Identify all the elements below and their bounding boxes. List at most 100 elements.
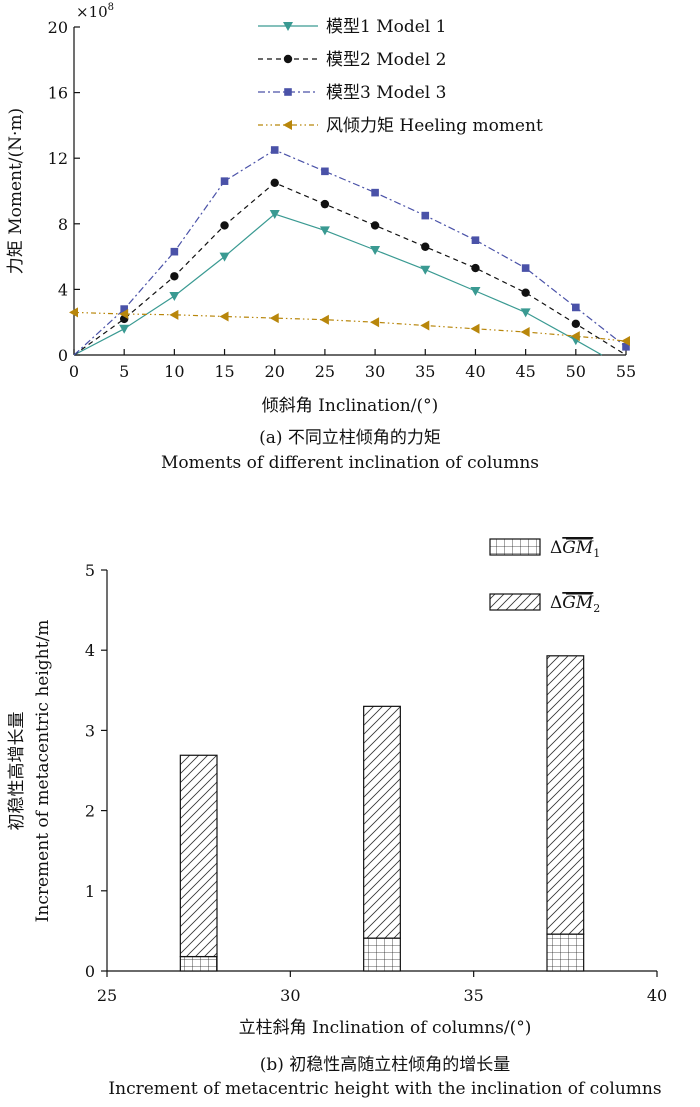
- series-2-point: [270, 178, 279, 187]
- series-4-point: [69, 307, 78, 318]
- legend-label: 风倾力矩 Heeling moment: [326, 116, 543, 136]
- y-axis-label-b-en: Increment of metacentric height/m: [33, 620, 53, 923]
- bar-gm1: [363, 937, 401, 972]
- y-tick-label: 2: [85, 802, 95, 821]
- bar-gm1: [546, 933, 585, 972]
- legend-label: 模型1 Model 1: [326, 17, 446, 37]
- moment-legend: 模型1 Model 1 模型2 Model 2 模型3 Model 3 风倾力矩 He…: [258, 17, 543, 136]
- x-tick-label: 30: [365, 362, 385, 381]
- series-1-point: [119, 324, 130, 334]
- series-1-point: [420, 265, 431, 275]
- legend-marker: [283, 22, 293, 31]
- legend-label: 模型2 Model 2: [326, 50, 446, 70]
- series-1-point: [319, 226, 330, 236]
- y-tick-label: 12: [48, 149, 68, 168]
- bar-gm2: [546, 655, 585, 935]
- series-3-point: [371, 188, 379, 197]
- series-4-point: [319, 314, 329, 325]
- x-axis-label: 倾斜角 Inclination/(°): [262, 396, 439, 416]
- series-2-point: [421, 242, 430, 251]
- x-tick-label: 5: [119, 362, 129, 381]
- series-4-point: [119, 309, 129, 319]
- series-3-point: [622, 343, 630, 351]
- legend-label: 模型3 Model 3: [326, 83, 446, 103]
- series-2-point: [370, 221, 380, 230]
- metacentric-chart: 0 1 2 3 4 5 25 30 35 40 ΔGM1 ΔGM2 立柱斜角 Inclinatio…: [7, 538, 667, 1099]
- series-1-point: [370, 246, 381, 256]
- series-3-point: [120, 305, 128, 313]
- metacentric-legend: ΔGM1 ΔGM2: [489, 538, 600, 615]
- x-tick-label: 40: [465, 362, 485, 381]
- x-tick-label: 15: [214, 362, 234, 381]
- legend-swatch: [489, 538, 541, 556]
- series-3-point: [220, 177, 229, 185]
- series-3-point: [572, 303, 580, 312]
- series-line-3: [73, 149, 627, 356]
- caption-b-en: Increment of metacentric height with the…: [108, 1079, 661, 1099]
- y-multiplier-label: ×108: [76, 2, 114, 21]
- series-3-point: [321, 167, 329, 176]
- series-2-point: [170, 272, 179, 281]
- x-tick-label: 25: [315, 362, 335, 381]
- x-tick-label: 30: [280, 986, 300, 1005]
- series-2-point: [571, 319, 581, 329]
- series-1-point: [219, 252, 230, 262]
- x-tick-label: 35: [415, 362, 435, 381]
- series-3-point: [521, 264, 530, 272]
- x-tick-label: 50: [566, 362, 586, 381]
- x-tick-label: 40: [647, 986, 667, 1005]
- y-axis-label-b-zh: 初稳性高增长量: [7, 712, 27, 831]
- x-tick-label: 35: [463, 986, 483, 1005]
- y-tick-label: 4: [58, 280, 68, 299]
- x-tick-label: 55: [616, 362, 636, 381]
- series-4-point: [370, 317, 380, 328]
- series-4-point: [621, 336, 630, 347]
- series-2-point: [521, 288, 530, 297]
- series-2-point: [471, 263, 480, 273]
- series-1-point: [470, 287, 481, 297]
- x-axis-label-b: 立柱斜角 Inclination of columns/(°): [239, 1018, 532, 1038]
- series-3-point: [170, 247, 179, 256]
- series-4-point: [470, 323, 480, 334]
- caption-a-zh: (a) 不同立柱倾角的力矩: [259, 428, 441, 448]
- y-tick-label: 5: [85, 561, 95, 580]
- series-3-point: [270, 146, 279, 154]
- series-4-point: [269, 313, 279, 324]
- caption-a-en: Moments of different inclination of colu…: [161, 453, 539, 473]
- x-tick-label: 0: [69, 362, 79, 381]
- series-line-1: [73, 213, 603, 356]
- series-4-point: [420, 320, 430, 331]
- series-2-point: [320, 199, 330, 209]
- series-2-point: [220, 221, 229, 230]
- y-tick-label: 20: [48, 18, 68, 37]
- legend-swatch: [489, 593, 541, 611]
- x-tick-label: 10: [164, 362, 184, 381]
- y-tick-label: 3: [85, 721, 95, 740]
- legend-marker: [283, 54, 293, 64]
- bar-gm2: [179, 754, 218, 958]
- series-1-point: [269, 209, 280, 219]
- legend-marker: [284, 88, 292, 96]
- y-tick-label: 0: [58, 346, 68, 365]
- bar-gm1: [179, 955, 218, 972]
- legend-label: ΔGM2: [550, 593, 600, 615]
- caption-b-zh: (b) 初稳性高随立柱倾角的增长量: [260, 1055, 511, 1075]
- series-1-point: [169, 291, 180, 301]
- series-1-point: [520, 308, 531, 318]
- series-4-point: [219, 311, 229, 322]
- bar-gm2: [363, 705, 401, 939]
- y-tick-label: 8: [58, 215, 68, 234]
- x-tick-label: 20: [265, 362, 285, 381]
- x-tick-label: 25: [97, 986, 117, 1005]
- moment-chart: 0 4 8 12 16 20 0 5 10 15 20 25 30 35 40 45 50 55 ×108 模型…: [6, 2, 636, 473]
- legend-label: ΔGM1: [550, 538, 600, 560]
- y-tick-label: 0: [85, 962, 95, 981]
- legend-marker: [283, 120, 292, 130]
- series-4-point: [520, 327, 530, 338]
- series-3-point: [471, 236, 480, 244]
- series-3-point: [421, 211, 430, 220]
- series-4-point: [570, 331, 580, 342]
- y-tick-label: 1: [85, 882, 95, 901]
- x-tick-label: 45: [515, 362, 535, 381]
- y-tick-label: 16: [48, 84, 68, 103]
